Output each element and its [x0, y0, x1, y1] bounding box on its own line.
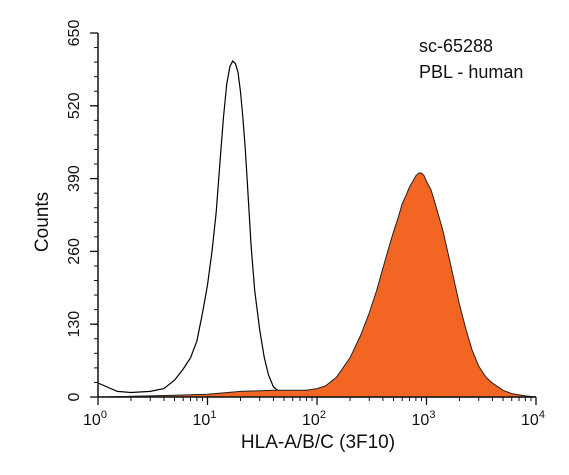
plot-area — [97, 59, 537, 398]
x-axis-ticks: 100 101 102 103 104 — [83, 397, 545, 429]
x-tick-label: 103 — [412, 409, 436, 429]
sample-type-annotation: PBL - human — [419, 62, 523, 82]
x-tick-label: 101 — [193, 409, 217, 429]
x-tick-label: 100 — [83, 409, 107, 429]
x-tick-label: 102 — [302, 409, 326, 429]
y-tick-label: 130 — [66, 311, 83, 338]
y-tick-label: 650 — [66, 20, 83, 47]
y-axis-ticks: 0 130 260 390 520 650 — [66, 20, 98, 401]
sample-id-annotation: sc-65288 — [419, 36, 493, 56]
y-tick-label: 0 — [66, 392, 83, 401]
series-1-filled-histogram — [97, 172, 537, 398]
x-tick-label: 104 — [521, 409, 545, 429]
y-tick-label: 520 — [66, 92, 83, 119]
y-tick-label: 260 — [66, 238, 83, 265]
y-axis-title: Counts — [32, 192, 53, 252]
y-tick-label: 390 — [66, 165, 83, 192]
x-axis-title: HLA-A/B/C (3F10) — [241, 432, 395, 453]
